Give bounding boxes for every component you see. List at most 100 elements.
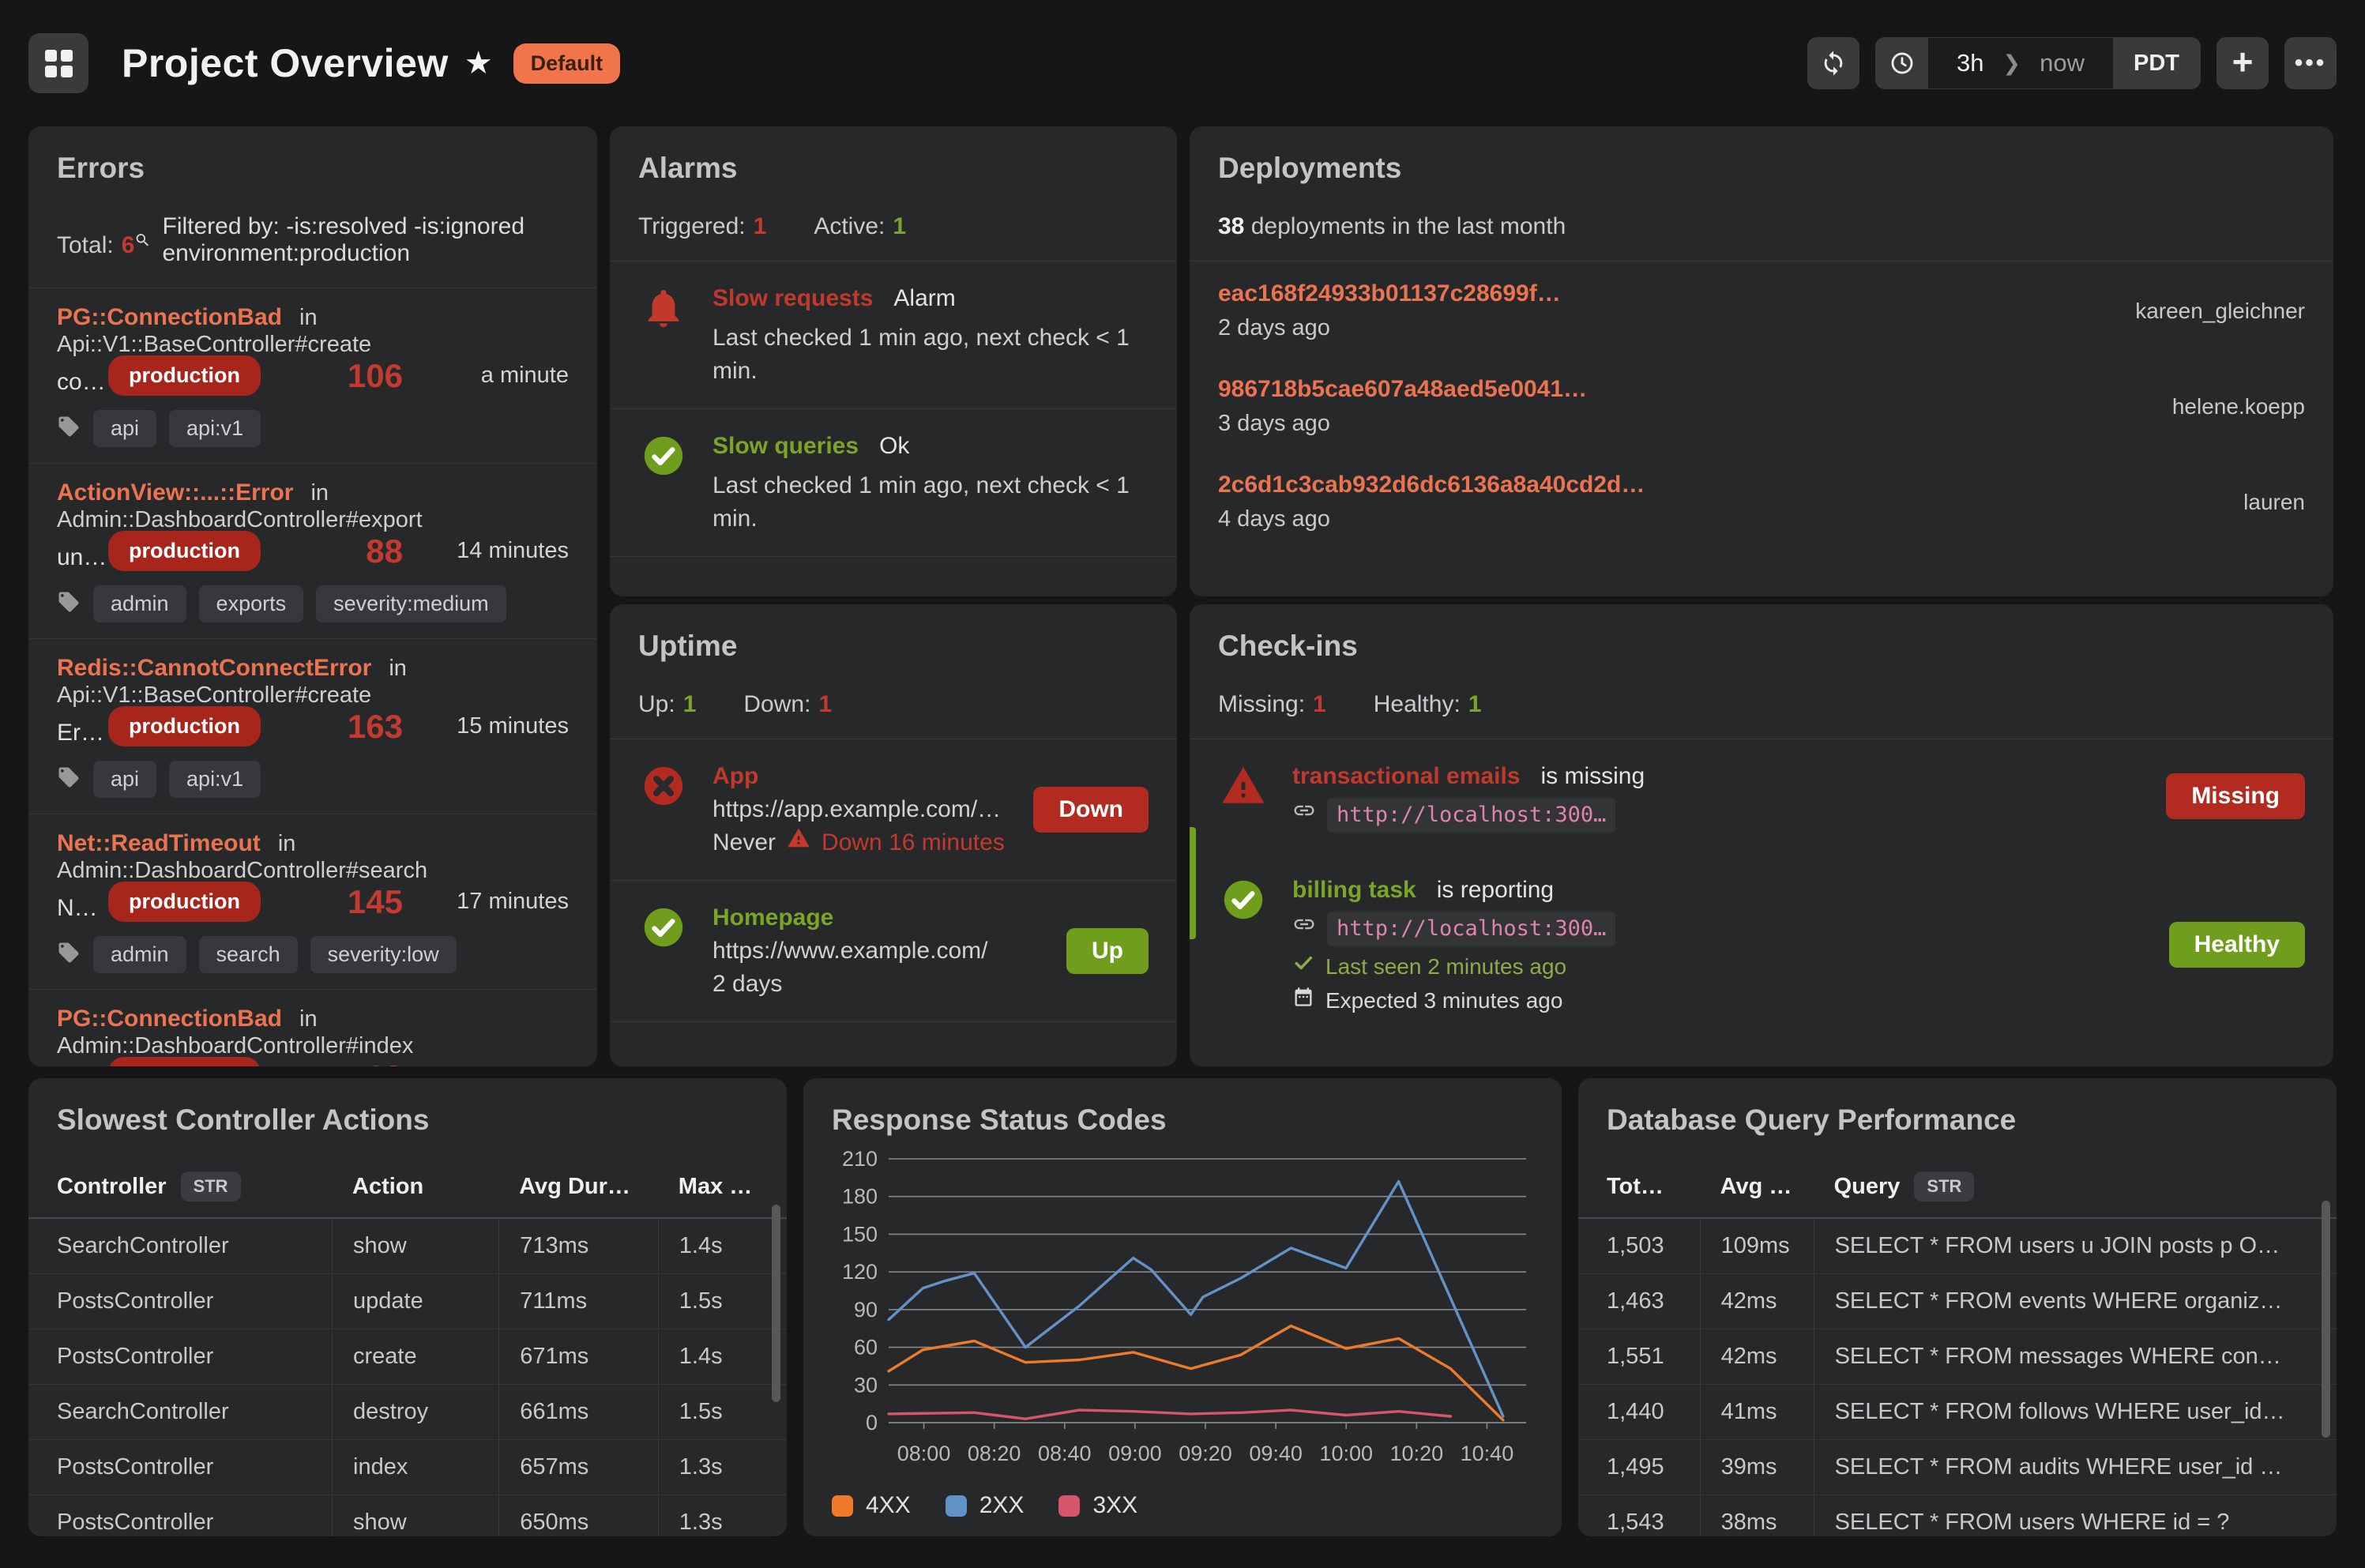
status-codes-panel: Response Status Codes 030609012015018021… [803, 1078, 1562, 1536]
deployment-sha-link[interactable]: 986718b5cae607a48aed5e0041… [1218, 376, 2153, 403]
timezone-button[interactable]: PDT [2113, 38, 2200, 88]
stat-value: 1 [818, 691, 832, 717]
alarm-row[interactable]: Slow requestsAlarmLast checked 1 min ago… [610, 261, 1177, 409]
column-header[interactable]: QuerySTR [1814, 1171, 2337, 1201]
table-row[interactable]: SearchControllershow713ms1.4s [28, 1219, 787, 1274]
x-tick-label: 08:20 [968, 1442, 1021, 1465]
uptime-url[interactable]: https://app.example.com/users/si… [713, 793, 1010, 826]
more-options-button[interactable]: ••• [2284, 37, 2337, 89]
column-header[interactable]: Avg … [1700, 1174, 1814, 1200]
uptime-name[interactable]: App [713, 760, 1010, 793]
checkin-line1: billing taskis reporting [1292, 874, 2145, 907]
column-header[interactable]: Avg Dur… [498, 1174, 658, 1200]
alarm-name[interactable]: Slow requests [713, 285, 873, 311]
checkin-url-link[interactable]: http://localhost:300… [1327, 912, 1615, 946]
tag-pill[interactable]: search [199, 936, 298, 973]
error-row[interactable]: Redis::CannotConnectErrorin Api::V1::Bas… [28, 639, 597, 814]
uptime-name[interactable]: Homepage [713, 901, 1043, 934]
legend-item-2XX[interactable]: 2XX [946, 1492, 1025, 1519]
table-row[interactable]: 1,46342msSELECT * FROM events WHERE orga… [1578, 1274, 2337, 1329]
alarm-row[interactable]: Slow queriesOkLast checked 1 min ago, ne… [610, 409, 1177, 557]
checkin-url-link[interactable]: http://localhost:300… [1327, 798, 1615, 833]
deployment-row[interactable]: 2c6d1c3cab932d6dc6136a8a40cd2d…4 days ag… [1190, 453, 2333, 548]
check-circle-icon [638, 430, 689, 536]
tag-pill[interactable]: api [93, 761, 156, 798]
checkin-row[interactable]: transactional emailsis missing http://loc… [1190, 739, 2333, 853]
uptime-status-line: 2 days [713, 968, 1043, 1001]
refresh-button[interactable] [1807, 37, 1859, 89]
time-range-display[interactable]: 3h ❯ now [1928, 38, 2113, 88]
checkin-last-seen-text: Last seen 2 minutes ago [1325, 951, 1566, 982]
favorite-star-icon[interactable]: ★ [464, 45, 493, 81]
deployment-sha-link[interactable]: eac168f24933b01137c28699f… [1218, 280, 2116, 307]
table-row[interactable]: 1,55142msSELECT * FROM messages WHERE co… [1578, 1329, 2337, 1385]
table-row[interactable]: 1,49539msSELECT * FROM audits WHERE user… [1578, 1440, 2337, 1495]
table-row[interactable]: SearchControllerdestroy661ms1.5s [28, 1385, 787, 1440]
column-header[interactable]: Max … [658, 1174, 787, 1200]
error-class-link[interactable]: ActionView::...::Error [57, 479, 293, 506]
y-tick-label: 60 [854, 1336, 878, 1359]
environment-badge[interactable]: production [108, 355, 261, 396]
deployment-row[interactable]: eac168f24933b01137c28699f…2 days agokare… [1190, 261, 2333, 357]
error-class-link[interactable]: Redis::CannotConnectError [57, 655, 371, 681]
column-header-label: Query [1834, 1174, 1901, 1200]
dashboard-grid-button[interactable] [28, 33, 88, 93]
checkin-line1: transactional emailsis missing [1292, 760, 2142, 793]
error-row[interactable]: Net::ReadTimeoutin Admin::DashboardContr… [28, 814, 597, 990]
column-header[interactable]: Action [332, 1174, 498, 1200]
table-row[interactable]: PostsControllerupdate711ms1.5s [28, 1274, 787, 1329]
checkin-name[interactable]: billing task [1292, 877, 1416, 903]
add-panel-button[interactable]: + [2216, 37, 2269, 89]
column-header[interactable]: ControllerSTR [28, 1171, 332, 1201]
table-row[interactable]: PostsControllercreate671ms1.4s [28, 1329, 787, 1385]
series-line-2XX [889, 1182, 1503, 1416]
error-class-link[interactable]: PG::ConnectionBad [57, 304, 282, 330]
environment-badge[interactable]: production [108, 706, 261, 746]
table-scrollbar[interactable] [2322, 1201, 2330, 1438]
uptime-row[interactable]: Apphttps://app.example.com/users/si…Neve… [610, 739, 1177, 881]
column-header[interactable]: Tot… [1578, 1174, 1700, 1200]
stat: Missing:1 [1218, 691, 1326, 718]
environment-badge[interactable]: production [108, 882, 261, 922]
tag-pill[interactable]: severity:medium [316, 585, 506, 622]
error-class-link[interactable]: Net::ReadTimeout [57, 830, 261, 856]
legend-item-3XX[interactable]: 3XX [1058, 1492, 1137, 1519]
table-scrollbar[interactable] [772, 1205, 780, 1402]
uptime-url[interactable]: https://www.example.com/ [713, 934, 1043, 968]
tag-pill[interactable]: exports [199, 585, 304, 622]
uptime-row[interactable]: Homepagehttps://www.example.com/2 daysUp [610, 881, 1177, 1022]
time-picker-button[interactable] [1876, 38, 1928, 88]
uptime-title: Uptime [610, 604, 1177, 663]
tag-pill[interactable]: api:v1 [169, 761, 261, 798]
default-badge: Default [513, 43, 621, 84]
tag-pill[interactable]: api:v1 [169, 410, 261, 447]
type-badge: STR [181, 1171, 241, 1201]
checkin-name[interactable]: transactional emails [1292, 763, 1520, 789]
tag-pill[interactable]: api [93, 410, 156, 447]
errors-filter[interactable]: Filtered by: -is:resolved -is:ignored en… [134, 213, 569, 267]
table-row[interactable]: 1,503109msSELECT * FROM users u JOIN pos… [1578, 1219, 2337, 1274]
deployment-row[interactable]: 986718b5cae607a48aed5e0041…3 days agohel… [1190, 357, 2333, 453]
error-class-link[interactable]: PG::ConnectionBad [57, 1006, 282, 1032]
legend-item-4XX[interactable]: 4XX [832, 1492, 911, 1519]
error-row[interactable]: ActionView::...::Errorin Admin::Dashboar… [28, 464, 597, 639]
checkin-row[interactable]: billing taskis reporting http://localhost… [1190, 853, 2333, 1036]
alarm-name[interactable]: Slow queries [713, 433, 859, 459]
environment-badge[interactable]: production [108, 1057, 261, 1066]
table-row[interactable]: PostsControllershow650ms1.3s [28, 1495, 787, 1536]
error-row[interactable]: PG::ConnectionBadin Api::V1::BaseControl… [28, 288, 597, 464]
tag-pill[interactable]: admin [93, 936, 186, 973]
error-meta: production1318 minutes [108, 1057, 569, 1066]
table-cell: 711ms [498, 1274, 658, 1329]
tag-pill[interactable]: severity:low [310, 936, 457, 973]
tag-pill[interactable]: admin [93, 585, 186, 622]
table-cell: show [332, 1219, 498, 1273]
table-row[interactable]: 1,44041msSELECT * FROM follows WHERE use… [1578, 1385, 2337, 1440]
deployment-sha-link[interactable]: 2c6d1c3cab932d6dc6136a8a40cd2d… [1218, 472, 2224, 498]
table-row[interactable]: 1,54338msSELECT * FROM users WHERE id = … [1578, 1495, 2337, 1536]
table-row[interactable]: PostsControllerindex657ms1.3s [28, 1440, 787, 1495]
stat-value: 1 [893, 213, 906, 239]
error-row[interactable]: PG::ConnectionBadin Admin::DashboardCont… [28, 990, 597, 1066]
environment-badge[interactable]: production [108, 531, 261, 571]
table-cell: SELECT * FROM follows WHERE user_id… [1814, 1385, 2337, 1439]
